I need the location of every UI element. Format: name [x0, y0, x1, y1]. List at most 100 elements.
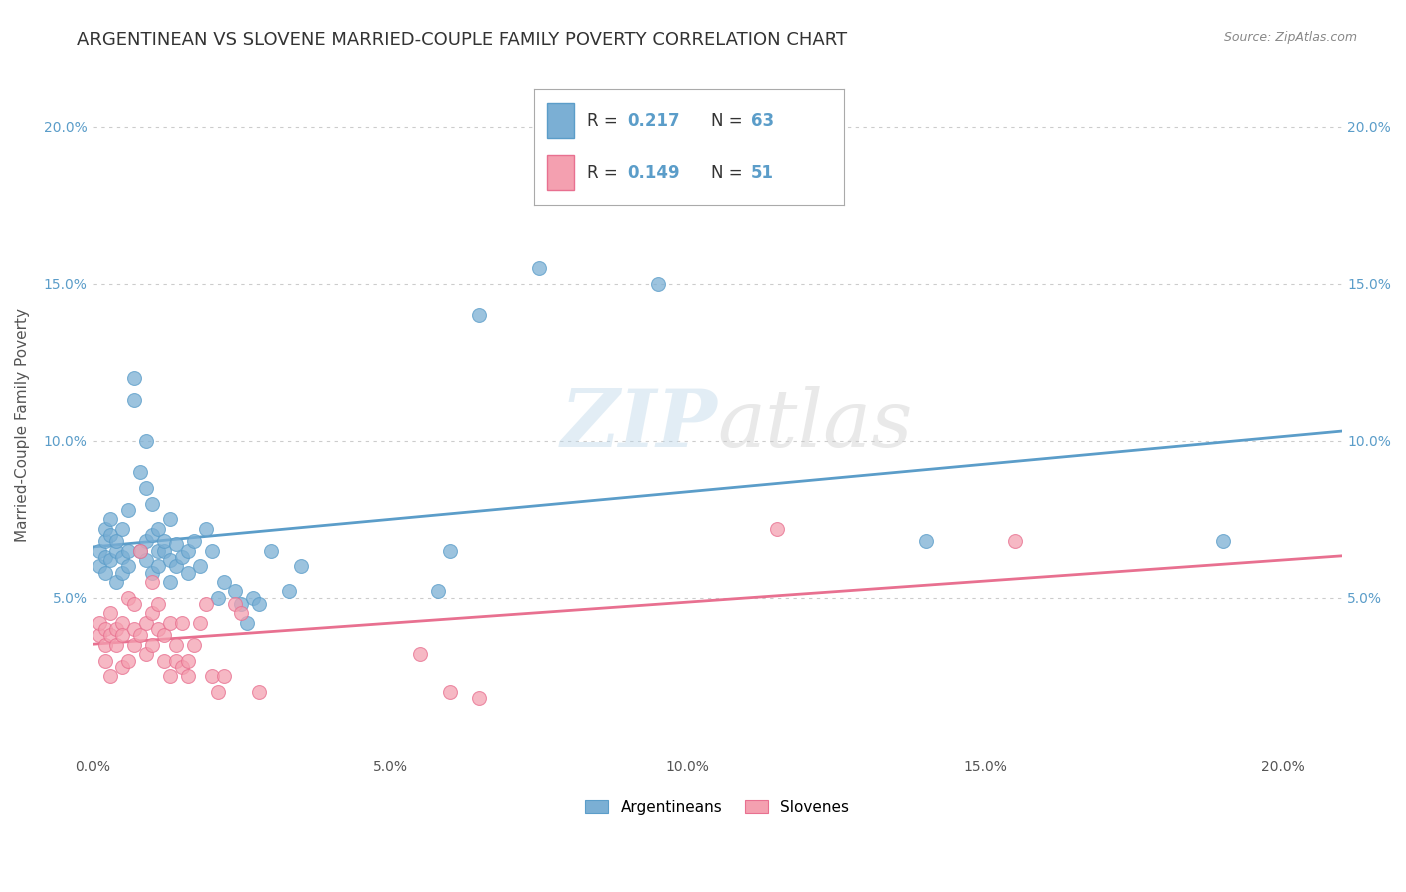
Point	[183, 638, 205, 652]
Point	[201, 543, 224, 558]
Point	[135, 481, 157, 495]
Text: atlas: atlas	[717, 386, 912, 464]
Point	[409, 648, 432, 662]
Point	[647, 277, 669, 291]
Point	[117, 543, 139, 558]
Point	[165, 559, 187, 574]
Point	[135, 434, 157, 448]
Point	[129, 465, 152, 479]
Point	[93, 654, 115, 668]
Point	[111, 628, 134, 642]
Text: R =: R =	[586, 112, 623, 129]
Point	[93, 622, 115, 636]
Y-axis label: Married-Couple Family Poverty: Married-Couple Family Poverty	[15, 308, 30, 542]
Point	[129, 628, 152, 642]
Point	[100, 628, 122, 642]
Point	[527, 260, 550, 275]
Point	[87, 628, 110, 642]
Point	[87, 559, 110, 574]
Text: N =: N =	[710, 112, 748, 129]
Point	[146, 622, 169, 636]
Point	[207, 685, 229, 699]
Point	[165, 654, 187, 668]
Point	[188, 615, 211, 630]
Point	[1004, 534, 1026, 549]
Point	[117, 503, 139, 517]
Point	[124, 597, 146, 611]
Point	[105, 638, 128, 652]
Point	[201, 669, 224, 683]
Point	[105, 534, 128, 549]
Text: Source: ZipAtlas.com: Source: ZipAtlas.com	[1223, 31, 1357, 45]
Point	[165, 537, 187, 551]
Point	[146, 559, 169, 574]
Point	[231, 607, 253, 621]
Point	[165, 638, 187, 652]
Point	[236, 615, 259, 630]
Point	[141, 575, 163, 590]
Point	[247, 597, 270, 611]
Point	[93, 549, 115, 564]
Point	[100, 669, 122, 683]
Point	[117, 654, 139, 668]
Point	[231, 597, 253, 611]
Point	[93, 638, 115, 652]
Point	[141, 566, 163, 580]
Point	[105, 543, 128, 558]
Text: N =: N =	[710, 164, 748, 182]
Point	[146, 597, 169, 611]
Point	[146, 543, 169, 558]
Text: 0.217: 0.217	[627, 112, 679, 129]
Point	[159, 512, 181, 526]
Point	[177, 543, 200, 558]
Point	[290, 559, 312, 574]
Point	[141, 607, 163, 621]
Point	[183, 534, 205, 549]
Point	[159, 575, 181, 590]
FancyBboxPatch shape	[547, 103, 575, 138]
Point	[111, 522, 134, 536]
Point	[177, 654, 200, 668]
Point	[247, 685, 270, 699]
Point	[93, 534, 115, 549]
Point	[135, 615, 157, 630]
Point	[129, 543, 152, 558]
Text: ARGENTINEAN VS SLOVENE MARRIED-COUPLE FAMILY POVERTY CORRELATION CHART: ARGENTINEAN VS SLOVENE MARRIED-COUPLE FA…	[77, 31, 848, 49]
Point	[766, 522, 789, 536]
Point	[93, 522, 115, 536]
Point	[141, 638, 163, 652]
Point	[170, 549, 193, 564]
Point	[170, 615, 193, 630]
Point	[260, 543, 283, 558]
Point	[100, 553, 122, 567]
Point	[212, 575, 235, 590]
Text: R =: R =	[586, 164, 623, 182]
Point	[117, 559, 139, 574]
Point	[159, 553, 181, 567]
Text: 51: 51	[751, 164, 773, 182]
Point	[100, 512, 122, 526]
Point	[135, 648, 157, 662]
Point	[224, 584, 246, 599]
Text: 0.149: 0.149	[627, 164, 679, 182]
Point	[153, 534, 176, 549]
Point	[914, 534, 936, 549]
Point	[426, 584, 449, 599]
Point	[468, 308, 491, 322]
Point	[177, 669, 200, 683]
FancyBboxPatch shape	[547, 155, 575, 190]
Point	[1212, 534, 1234, 549]
Point	[207, 591, 229, 605]
Point	[188, 559, 211, 574]
Point	[87, 543, 110, 558]
Point	[177, 566, 200, 580]
Point	[141, 528, 163, 542]
Legend: Argentineans, Slovenes: Argentineans, Slovenes	[579, 794, 855, 821]
Point	[242, 591, 264, 605]
Point	[153, 628, 176, 642]
Point	[135, 553, 157, 567]
Point	[141, 497, 163, 511]
Point	[278, 584, 301, 599]
Point	[111, 566, 134, 580]
Point	[159, 615, 181, 630]
